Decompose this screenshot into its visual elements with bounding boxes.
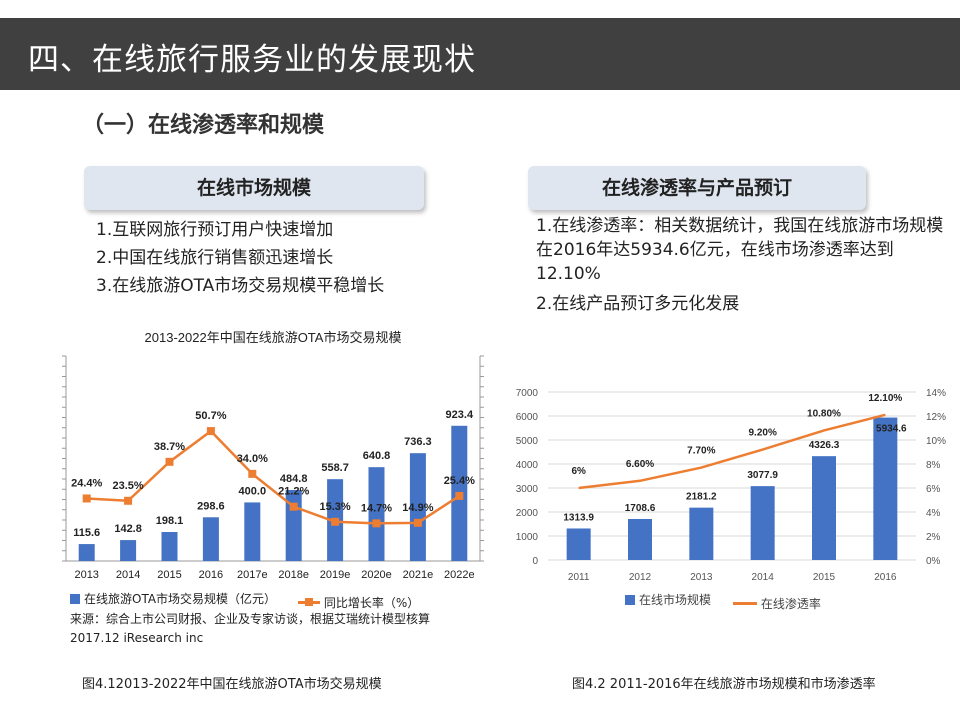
left-line-label: 38.7% [154,441,185,453]
left-bar [78,544,95,561]
section-title: （一）在线渗透率和规模 [82,113,325,138]
left-bar-label: 115.6 [73,527,100,539]
left-line-marker [124,496,133,505]
left-line-marker [413,518,422,527]
left-chart-caption: 图4.12013-2022年中国在线旅游OTA市场交易规模 [82,677,382,692]
left-bar-label: 298.6 [197,500,225,512]
left-line-label: 15.3% [319,501,350,513]
left-line-marker [372,519,381,528]
left-bar-label: 198.1 [156,515,184,527]
left-line-label: 50.7% [195,410,226,422]
left-bar [120,540,137,561]
left-line-label: 14.7% [361,502,392,514]
page-title: 四、在线旅行服务业的发展现状 [28,42,476,78]
left-line-marker [289,502,298,511]
left-bar [409,453,426,561]
left-line-marker [455,491,464,500]
right-bullet-1: 1.在线渗透率：相关数据统计，我国在线旅游市场规模在2016年达5934.6亿元… [536,216,944,284]
left-legend-bar: 在线旅游OTA市场交易规模（亿元） [70,590,276,607]
source-text: 来源：综合上市公司财报、企业及专家访谈，根据艾瑞统计模型核算 [70,612,431,626]
left-chart-source: 来源：综合上市公司财报、企业及专家访谈，根据艾瑞统计模型核算 2017.12 i… [70,610,440,648]
left-bar [368,467,385,561]
right-chart-legend: 在线市场规模 在线渗透率 [625,591,839,612]
left-bar-label: 640.8 [363,450,391,462]
left-bar-label: 400.0 [239,485,267,497]
right-panel-heading: 在线渗透率与产品预订 [528,166,866,210]
left-legend-line-label: 同比增长率（%） [323,595,420,610]
left-line-marker [248,469,257,478]
left-legend-bar-label: 在线旅游OTA市场交易规模（亿元） [84,592,277,606]
left-chart-legend: 在线旅游OTA市场交易规模（亿元） 同比增长率（%） [70,590,437,611]
bar-swatch-icon [625,594,635,605]
left-x-tick-label: 2019e [320,569,351,581]
right-chart-caption: 图4.2 2011-2016年在线旅游市场规模和市场渗透率 [572,677,876,692]
left-x-tick-label: 2018e [278,569,309,581]
left-x-tick-label: 2014 [116,569,140,581]
left-line-label: 23.5% [112,480,143,492]
left-chart-title: 2013-2022年中国在线旅游OTA市场交易规模 [145,330,402,345]
left-x-tick-label: 2017e [237,569,268,581]
left-line-label: 21.2% [278,486,309,498]
left-line-marker [165,457,174,466]
left-bullet-1: 1.互联网旅行预订用户快速增加 [96,220,334,240]
left-line-label: 14.9% [402,502,433,514]
header-bar [0,18,960,90]
line-swatch-icon [297,597,320,606]
left-bullets: 1.互联网旅行预订用户快速增加 2.中国在线旅行销售额迅速增长 3.在线旅游OT… [96,216,384,300]
source-date: 2017.12 iResearch inc [70,631,204,645]
left-bar-label: 736.3 [404,436,432,448]
left-x-tick-label: 2016 [199,569,223,581]
left-x-tick-label: 2021e [403,569,434,581]
left-bullet-3: 3.在线旅游OTA市场交易规模平稳增长 [96,276,385,296]
left-line-label: 24.4% [71,477,102,489]
bar-swatch-icon [70,593,80,604]
left-bar [202,517,219,561]
left-x-tick-label: 2020e [361,569,392,581]
left-bar [244,502,261,561]
left-line-label: 25.4% [444,475,475,487]
left-bar-label: 484.8 [280,473,308,485]
left-bar-label: 923.4 [446,409,474,421]
left-x-tick-label: 2013 [74,569,98,581]
left-line-label: 34.0% [237,453,268,465]
line-swatch-icon [732,601,757,605]
left-panel-heading: 在线市场规模 [84,166,424,210]
left-bar-label: 558.7 [321,462,349,474]
left-bullet-2: 2.中国在线旅行销售额迅速增长 [96,248,334,268]
right-bullets: 1.在线渗透率：相关数据统计，我国在线旅游市场规模在2016年达5934.6亿元… [536,214,956,316]
left-bar-label: 142.8 [114,523,142,535]
left-x-tick-label: 2015 [157,569,181,581]
right-legend-bar-label: 在线市场规模 [639,593,712,607]
left-growth-line [86,429,460,525]
left-line-marker [82,494,91,503]
right-legend-line: 在线渗透率 [732,595,821,612]
left-bar [161,531,178,561]
left-x-tick-label: 2022e [444,569,475,581]
left-line-marker [331,517,340,526]
left-line-marker [206,427,215,436]
left-legend-line: 同比增长率（%） [297,594,420,611]
right-bullet-2: 2.在线产品预订多元化发展 [536,294,740,314]
right-legend-line-label: 在线渗透率 [760,596,821,611]
right-legend-bar: 在线市场规模 [625,591,711,608]
